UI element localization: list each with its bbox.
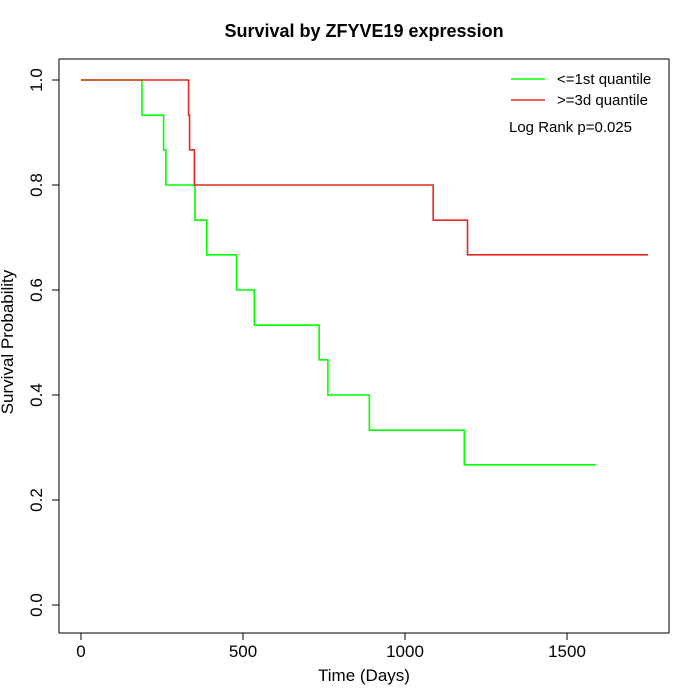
y-tick-label: 0.6	[27, 278, 46, 302]
x-tick-label: 1000	[386, 642, 424, 661]
series-layer	[81, 79, 648, 466]
x-tick-label: 500	[229, 642, 257, 661]
plot-frame	[58, 58, 670, 634]
y-tick-label: 1.0	[27, 68, 46, 92]
y-tick-label: 0.8	[27, 173, 46, 197]
x-tick-label: 1500	[548, 642, 586, 661]
legend: <=1st quantile >=3d quantile	[511, 71, 651, 109]
x-axis: 0 500 1000 1500	[76, 632, 586, 661]
y-tick-label: 0.0	[27, 593, 46, 617]
y-tick-label: 0.4	[27, 383, 46, 407]
chart-title: Survival by ZFYVE19 expression	[224, 21, 503, 41]
log-rank-annotation: Log Rank p=0.025	[509, 119, 632, 136]
y-axis-label: Survival Probability	[0, 269, 17, 414]
x-tick-label: 0	[76, 642, 85, 661]
x-axis-label: Time (Days)	[318, 666, 410, 685]
series-line-2	[81, 79, 648, 256]
y-axis: 0.0 0.2 0.4 0.6 0.8 1.0	[27, 68, 60, 617]
series-line-1	[81, 79, 597, 466]
y-tick-label: 0.2	[27, 488, 46, 512]
legend-label-2: >=3d quantile	[557, 92, 648, 109]
legend-label-1: <=1st quantile	[557, 71, 651, 88]
